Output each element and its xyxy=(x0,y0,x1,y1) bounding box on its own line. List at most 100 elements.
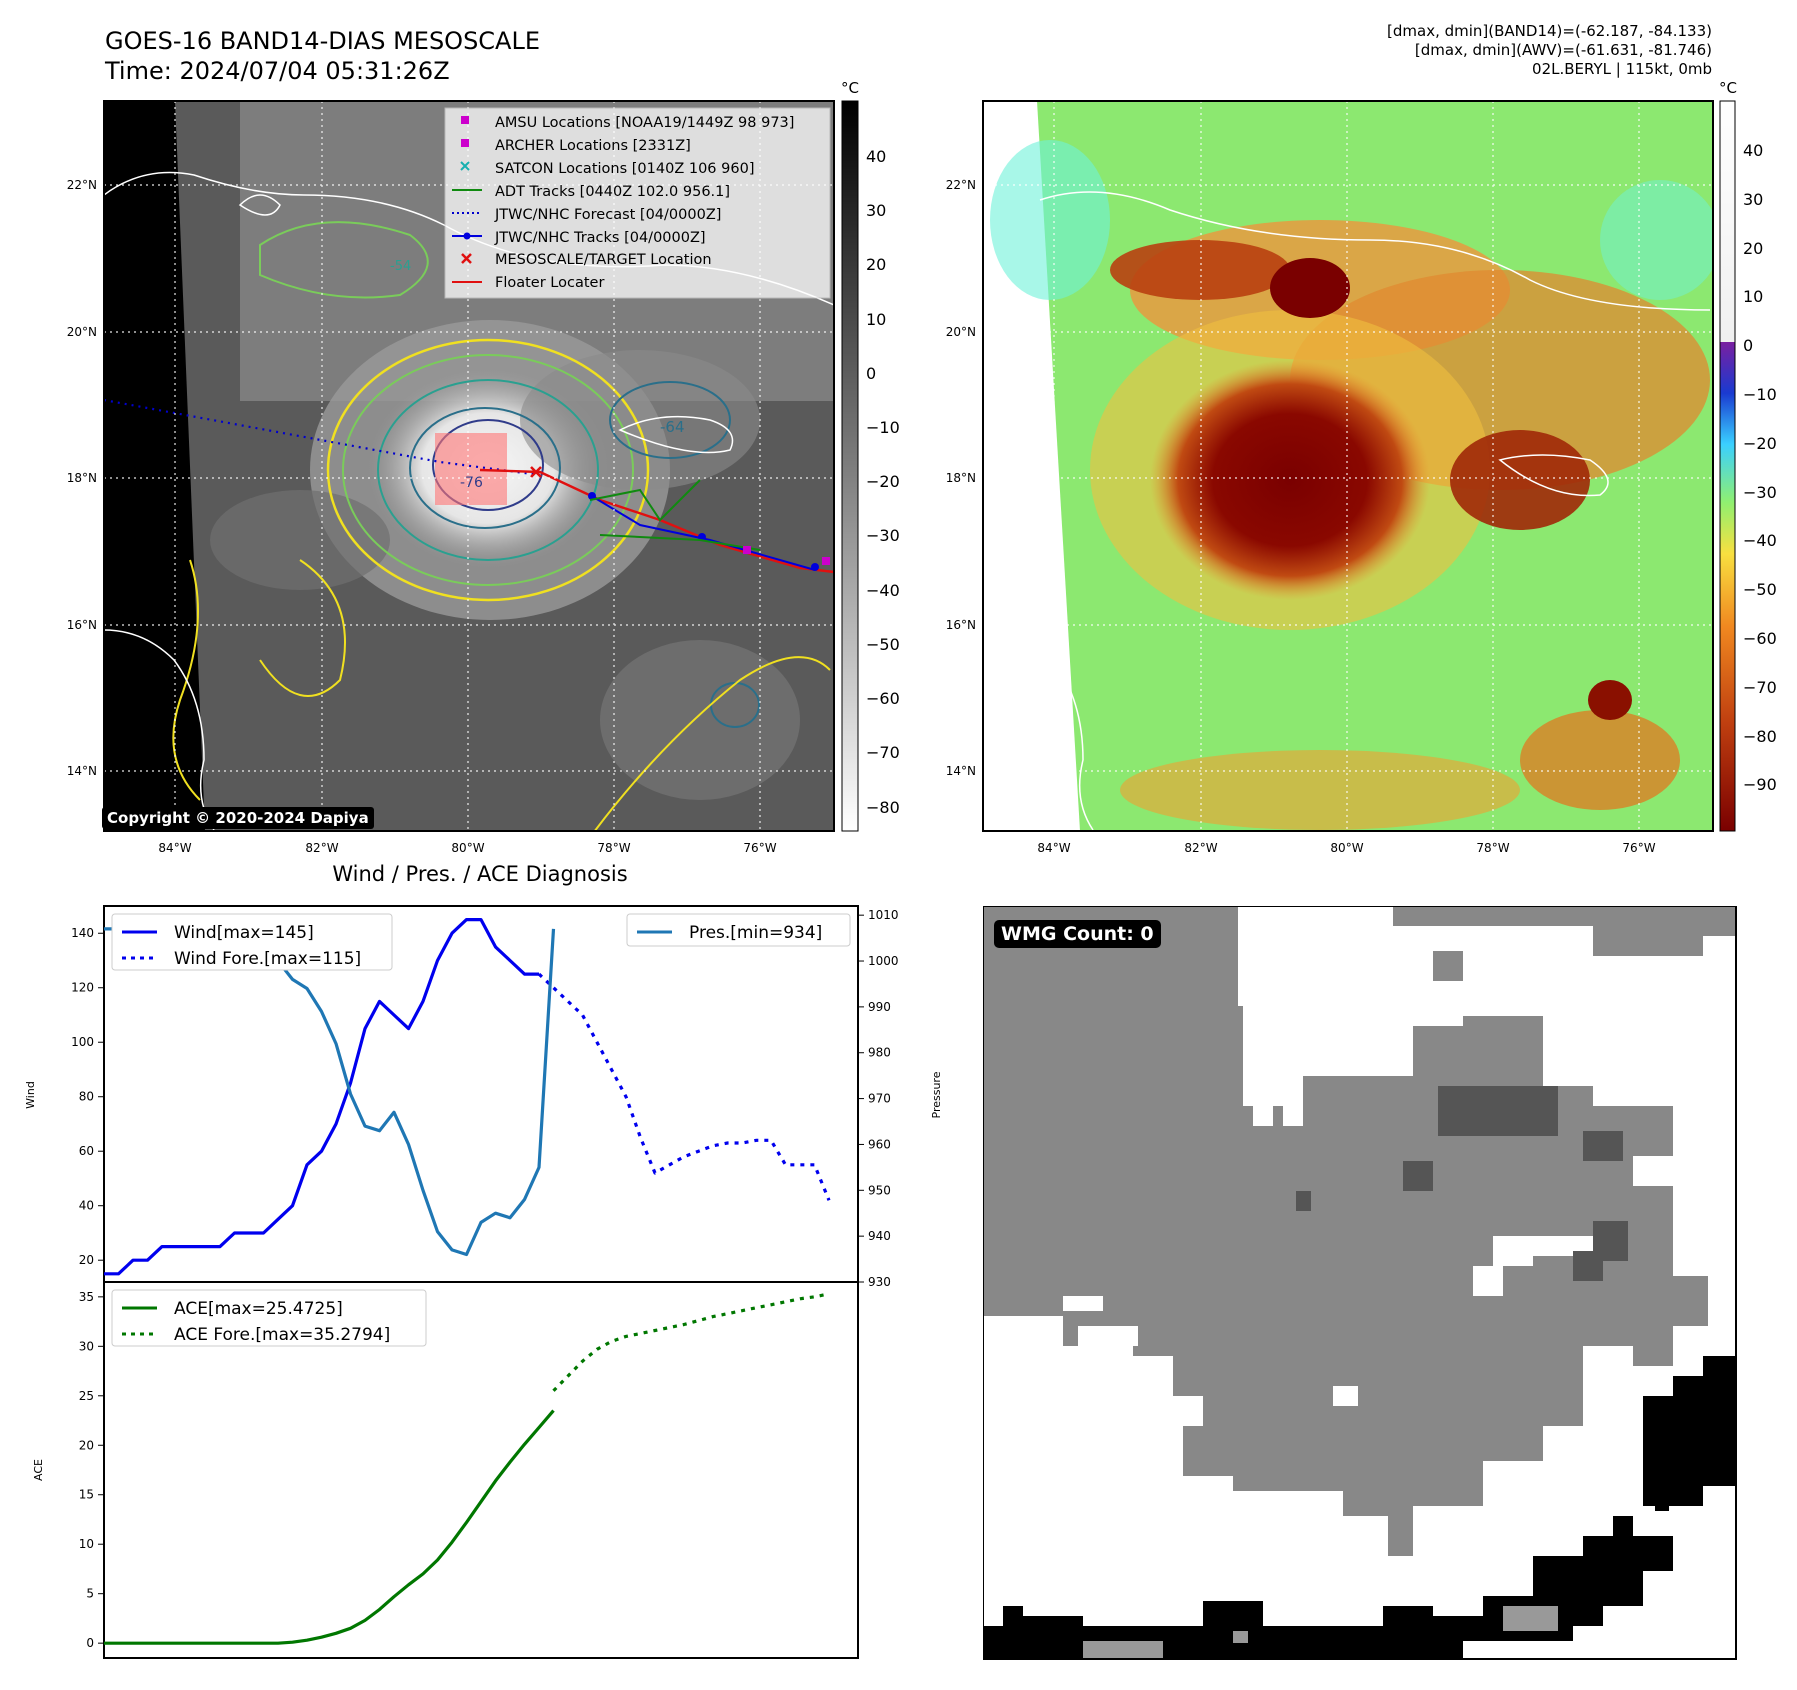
colorbar-tick: −40 xyxy=(1743,531,1777,550)
lon-label: 82°W xyxy=(1184,841,1217,855)
legend-satcon: SATCON Locations [0140Z 106 960] xyxy=(495,161,754,177)
lon-label: 78°W xyxy=(1476,841,1509,855)
colorbar-tick: −90 xyxy=(1743,775,1777,794)
lat-label: 20°N xyxy=(67,325,97,339)
ace-series-line-0 xyxy=(104,1409,555,1645)
copyright-badge: Copyright © 2020-2024 Dapiya xyxy=(102,807,374,829)
lon-label: 84°W xyxy=(158,841,191,855)
colorbar-tick: −60 xyxy=(1743,629,1777,648)
pressure-ylabel: Pressure xyxy=(930,1071,943,1118)
colorbar-tick: 30 xyxy=(1743,190,1763,209)
figure-title: GOES-16 BAND14-DIAS MESOSCALE Time: 2024/… xyxy=(105,27,541,85)
ir-map-panel: -64 -76 -54 AMSU Locations [NOAA19/1449Z… xyxy=(67,79,900,855)
contour-label: -54 xyxy=(390,259,411,274)
colorbar-tick: 40 xyxy=(866,147,886,166)
lat-label: 14°N xyxy=(67,764,97,778)
legend-wind-fore: Wind Fore.[max=115] xyxy=(174,949,361,969)
lat-label: 14°N xyxy=(946,764,976,778)
colorbar-tick: −70 xyxy=(866,743,900,762)
ace-ytick-label: 10 xyxy=(79,1537,94,1551)
colorbar-tick: 40 xyxy=(1743,141,1763,160)
pressure-ytick-label: 960 xyxy=(868,1137,891,1151)
colorbar-tick: 30 xyxy=(866,201,886,220)
lat-label: 16°N xyxy=(67,618,97,632)
awv-colorbar xyxy=(1719,100,1736,832)
colorbar-tick: −50 xyxy=(866,635,900,654)
colorbar-tick: −40 xyxy=(866,581,900,600)
colorbar-tick: 20 xyxy=(1743,239,1763,258)
wind-ytick-label: 40 xyxy=(79,1199,94,1213)
ace-ytick-label: 35 xyxy=(79,1290,94,1304)
lon-label: 82°W xyxy=(305,841,338,855)
legend-tracks: JTWC/NHC Tracks [04/0000Z] xyxy=(494,230,706,246)
wind-ytick-label: 60 xyxy=(79,1144,94,1158)
wind-ytick-label: 140 xyxy=(71,926,94,940)
figure-info: [dmax, dmin](BAND14)=(-62.187, -84.133) … xyxy=(1387,22,1712,79)
legend-adt: ADT Tracks [0440Z 102.0 956.1] xyxy=(495,184,730,200)
wmg-gray-region xyxy=(983,906,1708,1556)
ir-colorbar xyxy=(841,100,859,832)
wind-series-line-1 xyxy=(537,972,831,1201)
lat-label: 22°N xyxy=(946,178,976,192)
wmg-panel xyxy=(983,906,1737,1660)
legend-target: MESOSCALE/TARGET Location xyxy=(495,252,712,268)
lat-label: 18°N xyxy=(67,471,97,485)
wind-series-line-0 xyxy=(104,918,539,1276)
colorbar-tick: 10 xyxy=(866,310,886,329)
contour-label: -64 xyxy=(660,418,685,436)
ace-ytick-label: 5 xyxy=(86,1587,94,1601)
wind-legend: Wind[max=145] Wind Fore.[max=115] xyxy=(111,913,393,971)
pressure-series-line-0 xyxy=(104,927,556,1257)
colorbar-tick: −60 xyxy=(866,689,900,708)
pressure-ytick-label: 950 xyxy=(868,1183,891,1197)
pressure-legend: Pres.[min=934] xyxy=(626,913,851,947)
ace-ytick-label: 30 xyxy=(79,1339,94,1353)
colorbar-tick: −10 xyxy=(1743,385,1777,404)
wind-ytick-label: 120 xyxy=(71,981,94,995)
legend-amsu: AMSU Locations [NOAA19/1449Z 98 973] xyxy=(495,115,794,131)
contour-label: -76 xyxy=(460,475,483,491)
ace-legend: ACE[max=25.4725] ACE Fore.[max=35.2794] xyxy=(111,1289,427,1347)
info-band14: [dmax, dmin](BAND14)=(-62.187, -84.133) xyxy=(1387,22,1712,40)
ace-ytick-label: 25 xyxy=(79,1389,94,1403)
legend-wind: Wind[max=145] xyxy=(174,923,314,943)
wind-ytick-label: 100 xyxy=(71,1035,94,1049)
legend-pressure: Pres.[min=934] xyxy=(689,923,822,943)
lon-label: 76°W xyxy=(743,841,776,855)
awv-colorbar-unit: °C xyxy=(1719,79,1737,97)
legend-forecast: JTWC/NHC Forecast [04/0000Z] xyxy=(494,207,721,223)
colorbar-tick: −70 xyxy=(1743,678,1777,697)
legend-ace-fore: ACE Fore.[max=35.2794] xyxy=(174,1325,390,1345)
ir-legend-box xyxy=(444,107,831,299)
lon-label: 80°W xyxy=(451,841,484,855)
info-storm: 02L.BERYL | 115kt, 0mb xyxy=(1532,60,1712,78)
diagnosis-chart: Wind Pressure ACE 2040608010012014093094… xyxy=(24,905,943,1659)
colorbar-tick: −20 xyxy=(866,472,900,491)
legend-ace: ACE[max=25.4725] xyxy=(174,1299,343,1319)
pressure-ytick-label: 970 xyxy=(868,1092,891,1106)
colorbar-tick: 0 xyxy=(866,364,876,383)
lat-label: 18°N xyxy=(946,471,976,485)
colorbar-tick: −20 xyxy=(1743,434,1777,453)
lon-label: 76°W xyxy=(1622,841,1655,855)
pressure-ytick-label: 1010 xyxy=(868,908,899,922)
awv-map-panel: 22°N 20°N 18°N 16°N 14°N 84°W 82°W 80°W … xyxy=(946,79,1777,855)
colorbar-tick: −10 xyxy=(866,418,900,437)
wind-ylabel: Wind xyxy=(24,1081,37,1109)
ace-ytick-label: 15 xyxy=(79,1488,94,1502)
lon-label: 80°W xyxy=(1330,841,1363,855)
pressure-ytick-label: 980 xyxy=(868,1046,891,1060)
pressure-ytick-label: 1000 xyxy=(868,954,899,968)
colorbar-tick: 10 xyxy=(1743,287,1763,306)
wmg-count-badge: WMG Count: 0 xyxy=(994,920,1161,948)
diagnosis-title: Wind / Pres. / ACE Diagnosis xyxy=(332,862,628,886)
wmg-black-region xyxy=(983,1516,1673,1659)
ace-ylabel: ACE xyxy=(32,1459,45,1481)
ir-colorbar-unit: °C xyxy=(841,79,859,97)
wind-ytick-label: 20 xyxy=(79,1253,94,1267)
pressure-ytick-label: 930 xyxy=(868,1275,891,1289)
pressure-ytick-label: 990 xyxy=(868,1000,891,1014)
legend-archer: ARCHER Locations [2331Z] xyxy=(495,138,691,154)
lat-label: 22°N xyxy=(67,178,97,192)
legend-floater: Floater Locater xyxy=(495,275,604,291)
